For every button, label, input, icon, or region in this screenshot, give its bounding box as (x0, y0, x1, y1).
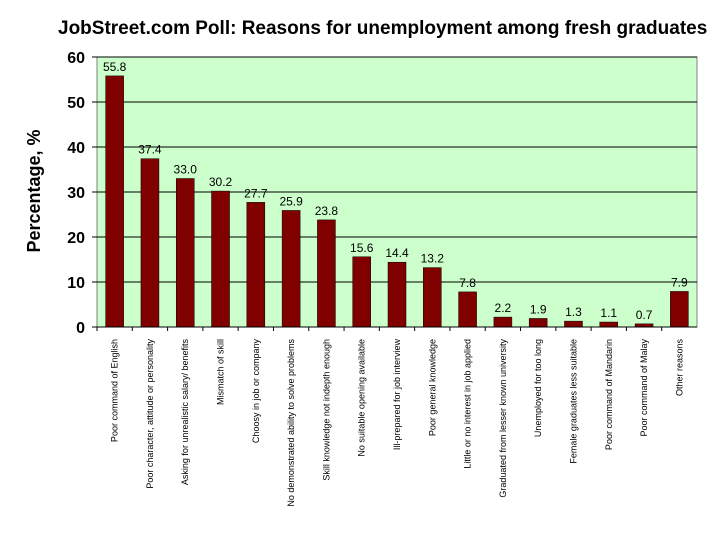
y-tick-label: 60 (67, 50, 85, 67)
data-label: 0.7 (636, 308, 653, 322)
data-label: 14.4 (385, 246, 409, 260)
x-tick-label: Poor command of Malay (639, 339, 649, 437)
x-tick-label: Mismatch of skill (216, 339, 226, 405)
x-tick-label: Poor general knowledge (427, 339, 437, 436)
x-tick-label: Poor character, attitude or personality (145, 339, 155, 489)
data-label: 7.9 (671, 275, 688, 289)
data-label: 2.2 (495, 301, 512, 315)
bar (599, 321, 619, 328)
x-tick-label: Other reasons (674, 339, 684, 397)
bar (458, 291, 477, 328)
gridlines (97, 56, 697, 283)
bar (211, 190, 230, 328)
data-label: 30.2 (209, 175, 233, 189)
y-tick-label: 40 (67, 140, 85, 157)
data-label: 15.6 (350, 241, 374, 255)
y-tick-label: 30 (67, 185, 85, 202)
y-tick-label: 10 (67, 275, 85, 292)
x-tick-label: Unemployed for too long (533, 339, 543, 437)
data-label: 1.9 (530, 302, 547, 316)
data-label: 37.4 (138, 143, 162, 157)
bar (493, 316, 513, 328)
y-axis-ticks: 0 10 20 30 40 50 60 (67, 50, 97, 337)
x-tick-label: Poor command of Mandarin (604, 339, 614, 450)
x-axis-labels: Poor command of English Poor character, a… (96, 327, 684, 507)
bar (670, 291, 689, 328)
bars (105, 75, 689, 328)
data-label: 27.7 (244, 186, 268, 200)
bar (423, 267, 442, 328)
x-tick-label: Female graduates less suitable (568, 339, 578, 464)
y-tick-label: 50 (67, 95, 85, 112)
bar (246, 202, 266, 328)
bar (564, 320, 583, 328)
bar (528, 318, 548, 328)
data-label: 25.9 (279, 194, 303, 208)
x-tick-label: Ill-prepared for job interview (392, 339, 402, 451)
x-tick-label: Little or no interest in job applied (463, 339, 473, 469)
x-tick-label: Choosy in job or company (251, 339, 261, 444)
bar (105, 75, 124, 328)
data-label: 13.2 (421, 252, 445, 266)
x-tick-label: Skill knowledge not indepth enough (321, 339, 331, 481)
bar (317, 219, 336, 328)
y-tick-label: 20 (67, 230, 85, 247)
data-labels: 55.8 37.4 33.0 30.2 27.7 25.9 23.8 15.6 14.4 13.2… (103, 60, 688, 322)
y-tick-label: 0 (76, 320, 85, 337)
y-axis-label: Percentage, % (24, 129, 44, 252)
data-label: 23.8 (315, 204, 339, 218)
chart-title: JobStreet.com Poll: Reasons for unemploy… (58, 18, 707, 39)
data-label: 55.8 (103, 60, 127, 74)
bar (387, 261, 407, 328)
x-tick-label: No suitable opening available (357, 339, 367, 457)
bar (281, 210, 301, 328)
data-label: 7.8 (459, 276, 476, 290)
x-tick-label: Graduated from lesser known university (498, 339, 508, 498)
data-label: 33.0 (174, 163, 198, 177)
data-label: 1.1 (600, 306, 617, 320)
bar (140, 158, 160, 328)
x-tick-label: Asking for unrealistic salary/ benefits (180, 339, 190, 486)
x-tick-label: Poor command of English (110, 339, 120, 442)
bar (175, 178, 195, 328)
bar (352, 256, 371, 328)
data-label: 1.3 (565, 305, 582, 319)
x-tick-label: No demonstrated ability to solve problem… (286, 339, 296, 507)
